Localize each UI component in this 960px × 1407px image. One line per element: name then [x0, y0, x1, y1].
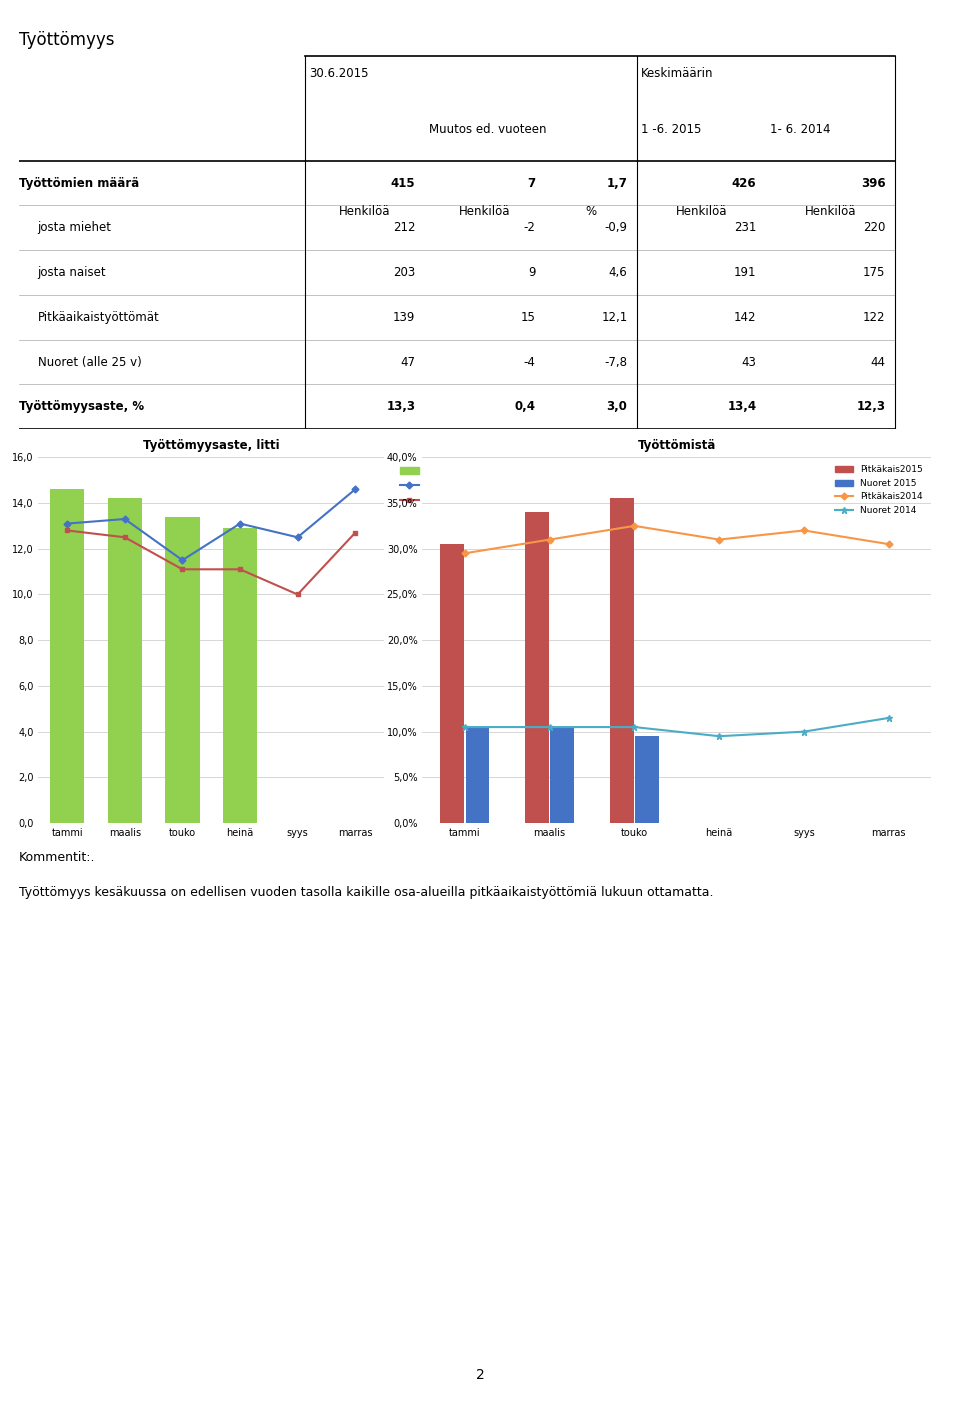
Text: 9: 9 [528, 266, 536, 279]
Bar [223, 528, 257, 823]
Bar [610, 498, 634, 823]
Text: Muutos ed. vuoteen: Muutos ed. vuoteen [429, 124, 547, 136]
Text: Pitkäaikaistyöttömät: Pitkäaikaistyöttömät [37, 311, 159, 324]
Text: 231: 231 [734, 221, 756, 235]
Text: Nuoret (alle 25 v): Nuoret (alle 25 v) [37, 356, 141, 369]
Text: -2: -2 [523, 221, 536, 235]
Text: 191: 191 [734, 266, 756, 279]
Text: Henkilöä: Henkilöä [676, 205, 727, 218]
Bar [441, 545, 464, 823]
Text: %: % [585, 205, 596, 218]
Bar [165, 516, 200, 823]
Text: 1- 6. 2014: 1- 6. 2014 [770, 124, 830, 136]
Text: 139: 139 [393, 311, 416, 324]
Text: 12,3: 12,3 [856, 400, 885, 414]
Text: 15: 15 [520, 311, 536, 324]
Bar [550, 727, 574, 823]
Text: 1 -6. 2015: 1 -6. 2015 [641, 124, 702, 136]
Text: 12,1: 12,1 [601, 311, 628, 324]
Title: Työttömistä: Työttömistä [637, 439, 716, 452]
Text: Työttömyys: Työttömyys [19, 31, 114, 49]
Text: 1,7: 1,7 [607, 176, 628, 190]
Text: Työttömyys kesäkuussa on edellisen vuoden tasolla kaikille osa-alueilla pitkäaik: Työttömyys kesäkuussa on edellisen vuode… [19, 886, 713, 899]
Text: -7,8: -7,8 [605, 356, 628, 369]
Text: 13,3: 13,3 [387, 400, 416, 414]
Text: 0,4: 0,4 [515, 400, 536, 414]
Bar [50, 490, 84, 823]
Bar [108, 498, 142, 823]
Text: 43: 43 [742, 356, 756, 369]
Text: Henkilöä: Henkilöä [804, 205, 856, 218]
Text: Työttömyysaste, %: Työttömyysaste, % [19, 400, 144, 414]
Text: 44: 44 [871, 356, 885, 369]
Text: 175: 175 [863, 266, 885, 279]
Text: Kommentit:.: Kommentit:. [19, 851, 96, 864]
Bar [525, 512, 549, 823]
Text: josta naiset: josta naiset [37, 266, 107, 279]
Text: 142: 142 [734, 311, 756, 324]
Text: Henkilöä: Henkilöä [459, 205, 511, 218]
Text: 426: 426 [732, 176, 756, 190]
Text: 7: 7 [527, 176, 536, 190]
Text: 220: 220 [863, 221, 885, 235]
Text: 30.6.2015: 30.6.2015 [309, 68, 369, 80]
Text: 47: 47 [400, 356, 416, 369]
Text: 396: 396 [861, 176, 885, 190]
Text: Keskimäärin: Keskimäärin [641, 68, 714, 80]
Legend: Pitkäkais2015, Nuoret 2015, Pitkäkais2014, Nuoret 2014: Pitkäkais2015, Nuoret 2015, Pitkäkais201… [831, 461, 926, 519]
Text: -4: -4 [523, 356, 536, 369]
Text: 212: 212 [393, 221, 416, 235]
Text: josta miehet: josta miehet [37, 221, 111, 235]
Text: 2: 2 [475, 1368, 485, 1382]
Legend: 2015, 2014, 2013: 2015, 2014, 2013 [396, 461, 456, 509]
Text: 4,6: 4,6 [609, 266, 628, 279]
Bar [636, 736, 659, 823]
Text: 415: 415 [391, 176, 416, 190]
Text: Henkilöä: Henkilöä [339, 205, 391, 218]
Text: 122: 122 [863, 311, 885, 324]
Text: Työttömien määrä: Työttömien määrä [19, 176, 139, 190]
Text: 3,0: 3,0 [607, 400, 628, 414]
Text: 203: 203 [394, 266, 416, 279]
Text: 13,4: 13,4 [728, 400, 756, 414]
Title: Työttömyysaste, litti: Työttömyysaste, litti [143, 439, 279, 452]
Text: -0,9: -0,9 [605, 221, 628, 235]
Bar [466, 727, 490, 823]
